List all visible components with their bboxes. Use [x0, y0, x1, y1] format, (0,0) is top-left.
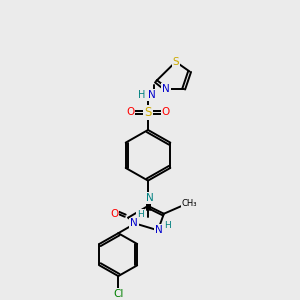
- Text: N: N: [155, 225, 163, 235]
- Text: H: H: [138, 90, 146, 100]
- Text: S: S: [172, 57, 179, 67]
- Text: N: N: [130, 218, 138, 229]
- Text: N: N: [162, 84, 170, 94]
- Text: H: H: [137, 210, 143, 219]
- Text: S: S: [144, 106, 152, 119]
- Text: N: N: [146, 193, 154, 203]
- Text: O: O: [162, 107, 170, 117]
- Text: O: O: [126, 107, 134, 117]
- Text: H: H: [164, 221, 171, 230]
- Text: N: N: [148, 90, 156, 100]
- Text: Cl: Cl: [113, 289, 124, 298]
- Text: O: O: [110, 209, 118, 219]
- Text: CH₃: CH₃: [182, 199, 197, 208]
